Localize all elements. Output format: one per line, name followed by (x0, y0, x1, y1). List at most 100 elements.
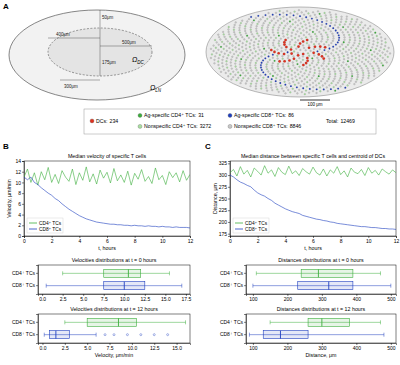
cell-dot (267, 42, 269, 44)
cell-dot (371, 54, 373, 56)
axis-line (22, 162, 25, 237)
cell-dot (248, 18, 250, 20)
tick-mark (36, 273, 38, 274)
tick: 5.0 (80, 294, 87, 302)
cell-dot (309, 79, 311, 81)
cell-dot (381, 43, 383, 45)
cell-dot (256, 30, 258, 32)
cell-dot (285, 49, 287, 51)
tick: 15.0 (172, 343, 182, 351)
cell-dot (329, 71, 331, 73)
cell-dot (355, 53, 357, 55)
cell-dot (298, 35, 300, 37)
cell-dot (291, 70, 293, 72)
cell-dot (249, 62, 251, 64)
cell-dot (245, 70, 247, 72)
box-median (321, 318, 322, 326)
cell-dot (294, 90, 296, 92)
cell-dot (253, 41, 255, 43)
tick-label: 0 (23, 238, 26, 244)
cell-dot (386, 62, 388, 64)
cell-dot (223, 43, 225, 45)
chart-title: Median distance between specific T cells… (241, 153, 385, 159)
cell-dot (357, 71, 359, 73)
cell-dot (298, 20, 300, 22)
cell-dot (306, 81, 308, 83)
tick: 0 (18, 233, 24, 239)
cell-dot (267, 71, 269, 73)
cell-dot (255, 67, 257, 69)
cell-dot (365, 59, 367, 61)
tick-mark (22, 225, 24, 226)
cell-dot (342, 83, 344, 85)
tick: 175 (219, 231, 230, 237)
cell-dot (260, 74, 262, 76)
tick-mark (22, 172, 24, 173)
tick: 100 (249, 294, 258, 302)
cell-dot (386, 50, 388, 52)
cell-dot (233, 26, 235, 28)
cell-dot (303, 83, 305, 85)
legend-frame (27, 218, 63, 233)
cell-dot (317, 25, 319, 27)
cell-dot (314, 45, 317, 48)
tick-label: 8 (134, 238, 137, 244)
cell-dot (255, 62, 257, 64)
cell-dot (289, 68, 291, 70)
cell-dot (218, 64, 220, 66)
whisker-cap (383, 333, 384, 337)
cell-dot (230, 62, 232, 64)
cell-dot (263, 48, 265, 50)
cell-dot (363, 44, 365, 46)
cell-dot (245, 23, 247, 25)
cell-dot (231, 38, 233, 40)
cell-dot (342, 61, 344, 63)
whisker-cap (46, 284, 47, 288)
cell-dot (316, 78, 318, 80)
cell-dot (302, 56, 304, 58)
cell-dot (313, 43, 315, 45)
cell-dot (279, 82, 281, 84)
tick: CD4⁺ TCs (220, 270, 246, 276)
cell-dot (257, 53, 259, 55)
box-outlier (140, 334, 142, 336)
cell-dot (232, 49, 234, 51)
whisker-cap (380, 320, 381, 324)
cell-dot (364, 50, 366, 52)
tick: 7.5 (101, 294, 108, 302)
cell-dot (292, 81, 294, 83)
cell-dot (210, 57, 212, 59)
cell-dot (239, 32, 241, 34)
cell-dot (226, 67, 228, 69)
cell-dot (233, 40, 235, 42)
cell-dot (255, 38, 257, 40)
tick-label: 5.0 (84, 345, 91, 351)
tick: CD8⁺ TCs (220, 331, 246, 337)
total-count: 12469 (340, 118, 355, 124)
cell-dot (360, 29, 362, 31)
box-body (87, 318, 136, 326)
cell-dot (294, 84, 296, 86)
cell-dot (349, 23, 351, 25)
cell-dot (267, 31, 269, 33)
cell-dot (348, 82, 350, 84)
cell-dot (347, 85, 349, 87)
cell-dot (241, 69, 243, 71)
cell-dot (357, 45, 359, 47)
cell-dot (289, 82, 291, 84)
box-body (104, 282, 145, 290)
cell-dot (334, 71, 336, 73)
cell-dot (347, 44, 349, 46)
cell-dot (377, 53, 379, 55)
cell-dot (279, 10, 281, 12)
tick-label: 10.0 (128, 345, 138, 351)
cell-dot (291, 78, 293, 80)
cell-dot (265, 37, 267, 39)
cell-dot (271, 89, 273, 91)
cell-dot (319, 45, 322, 48)
cell-dot (279, 14, 281, 16)
tick: 0.0 (39, 343, 46, 351)
tick-mark (22, 161, 24, 162)
cell-dot (252, 72, 254, 74)
cell-dot (213, 50, 215, 52)
